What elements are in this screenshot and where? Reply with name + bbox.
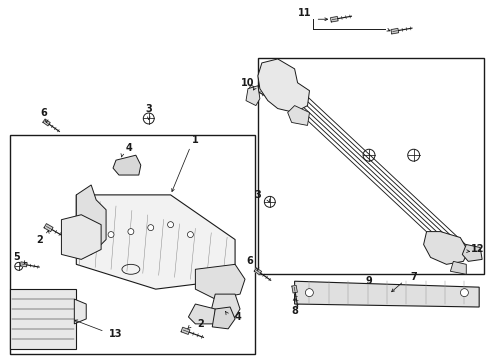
Text: 13: 13 xyxy=(109,329,122,339)
Polygon shape xyxy=(43,119,50,126)
Text: 2: 2 xyxy=(197,319,203,329)
Text: 5: 5 xyxy=(13,252,20,262)
Polygon shape xyxy=(245,86,259,105)
Polygon shape xyxy=(291,285,297,293)
Polygon shape xyxy=(195,264,244,299)
Polygon shape xyxy=(44,224,53,231)
Circle shape xyxy=(108,231,114,238)
Text: 6: 6 xyxy=(246,256,253,266)
Polygon shape xyxy=(248,85,257,92)
Text: 2: 2 xyxy=(36,234,43,244)
Polygon shape xyxy=(212,307,235,329)
Polygon shape xyxy=(423,231,468,264)
Polygon shape xyxy=(330,17,337,22)
Polygon shape xyxy=(287,105,309,125)
Circle shape xyxy=(147,225,153,231)
Text: 9: 9 xyxy=(365,276,372,286)
Circle shape xyxy=(305,289,313,297)
Circle shape xyxy=(167,222,173,228)
Text: 11: 11 xyxy=(297,8,311,18)
Text: 1: 1 xyxy=(192,135,198,145)
Polygon shape xyxy=(76,185,106,255)
Polygon shape xyxy=(257,59,309,113)
Bar xyxy=(10,289,76,349)
Polygon shape xyxy=(188,304,215,324)
Circle shape xyxy=(128,229,134,235)
Polygon shape xyxy=(254,268,261,275)
Polygon shape xyxy=(294,281,478,307)
Text: 3: 3 xyxy=(254,190,261,200)
Circle shape xyxy=(187,231,193,238)
Polygon shape xyxy=(74,299,86,324)
Text: 4: 4 xyxy=(125,143,132,153)
Polygon shape xyxy=(181,327,189,334)
Polygon shape xyxy=(390,28,398,34)
Bar xyxy=(10,135,254,354)
Text: 8: 8 xyxy=(290,306,298,316)
Polygon shape xyxy=(61,215,101,260)
Text: 7: 7 xyxy=(409,272,416,282)
Text: 3: 3 xyxy=(145,104,152,113)
Text: 12: 12 xyxy=(470,244,484,255)
Circle shape xyxy=(460,289,468,297)
Polygon shape xyxy=(449,261,466,274)
Text: 10: 10 xyxy=(241,78,254,88)
Polygon shape xyxy=(113,155,141,175)
Polygon shape xyxy=(210,294,240,317)
Text: 6: 6 xyxy=(40,108,47,117)
Text: 4: 4 xyxy=(234,312,241,322)
Polygon shape xyxy=(76,195,235,289)
Bar xyxy=(257,58,483,274)
Polygon shape xyxy=(20,262,27,267)
Polygon shape xyxy=(461,244,481,261)
